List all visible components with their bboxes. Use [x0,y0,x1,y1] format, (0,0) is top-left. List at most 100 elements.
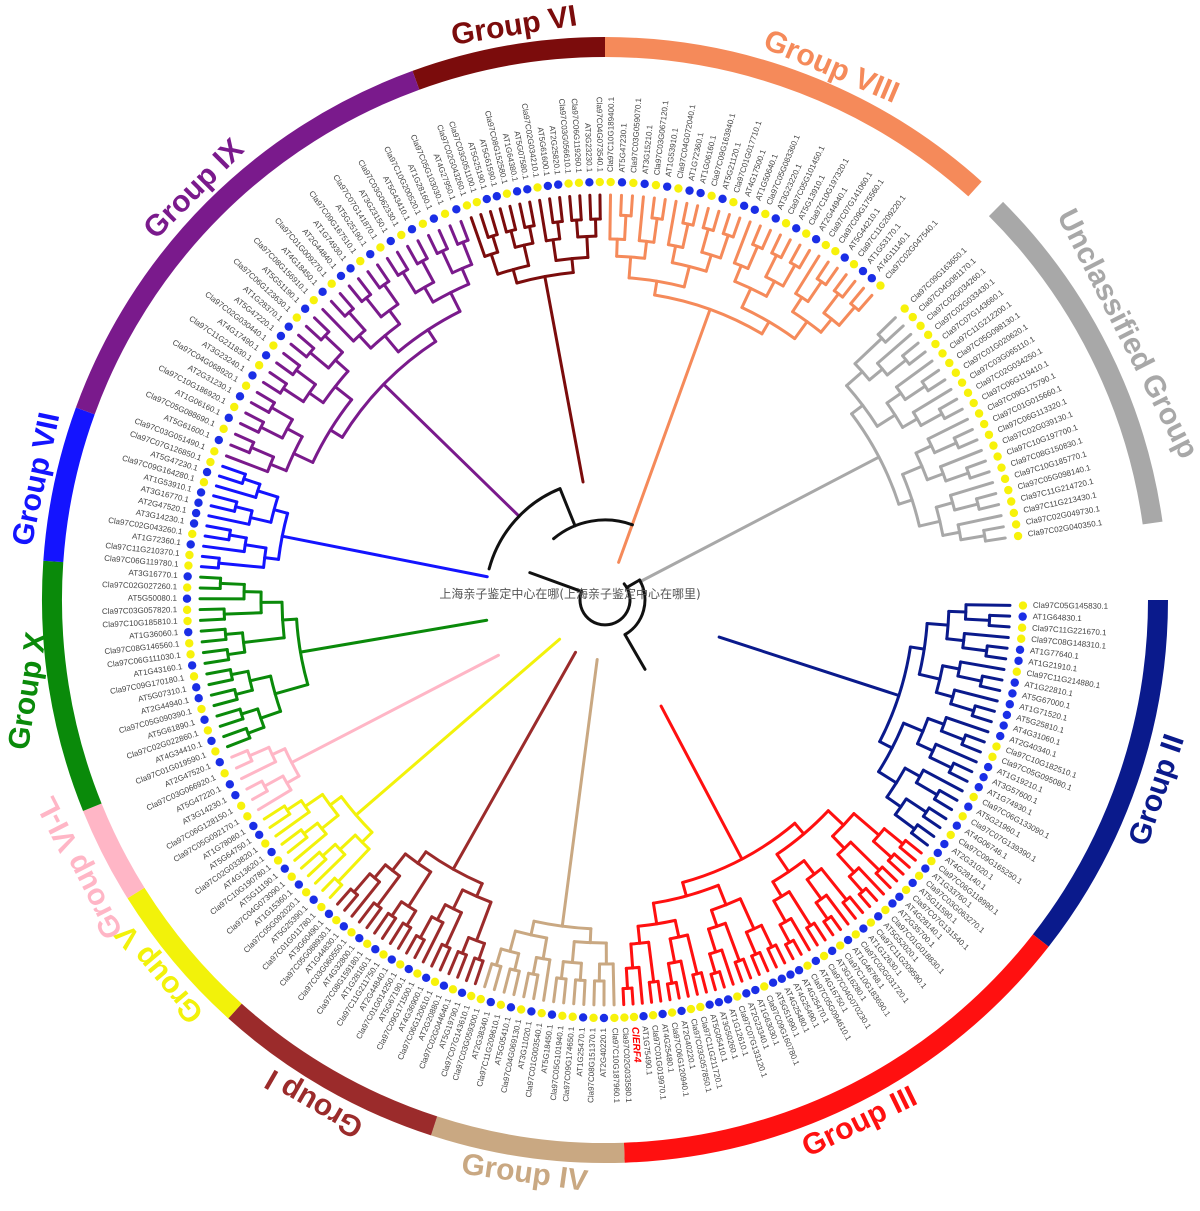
branch [548,197,555,225]
ring-II [1032,599,1168,947]
watermelon-dot [568,1012,577,1021]
branch [771,880,784,898]
tree-branches [198,193,1012,1007]
branch [960,742,982,754]
branch [903,384,927,401]
branch [893,813,917,831]
branch [926,378,947,393]
branch [681,881,688,898]
branch [910,831,929,847]
arabidopsis-dot [215,758,224,767]
species-dots [182,177,1028,1023]
watermelon-dot [448,985,458,994]
branch [721,213,731,236]
branch [396,926,413,950]
branch [857,866,886,896]
leaf-label: Cla97C10G187960.1 [610,1028,621,1104]
branch [469,216,487,258]
branch [964,603,1012,607]
branch [787,890,813,928]
arabidopsis-dot [718,194,727,204]
watermelon-dot [620,1013,629,1022]
branch [568,195,574,222]
branch [764,279,776,298]
watermelon-dot [831,247,840,256]
arabidopsis-dot [267,847,276,857]
branch [522,971,531,999]
arabidopsis-dot [705,1000,714,1009]
branch [908,645,926,651]
branch [758,951,770,973]
watermelon-dot [686,1004,696,1014]
arabidopsis-dot [952,821,962,830]
branch [733,960,744,983]
branch [847,874,865,893]
branch [665,982,672,1002]
branch [901,417,919,429]
branch [328,428,344,439]
branch [653,279,659,297]
watermelon-dot [210,447,219,456]
branch [570,940,576,965]
branch [760,320,771,336]
arabidopsis-dot [187,661,197,670]
tree-backbone [487,487,647,671]
watermelon-dot [988,752,997,762]
branch [928,755,954,770]
branch [556,220,562,241]
branch [970,714,993,724]
arabidopsis-dot [404,964,413,974]
branch [744,930,758,956]
clade-stem-VIII [617,307,712,564]
branch [650,196,656,220]
watermelon-dot [606,177,615,187]
branch [207,514,251,526]
branch [805,878,823,901]
branch [552,976,559,1004]
arabidopsis-dot [318,287,327,297]
arabidopsis-dot [1015,645,1025,654]
branch [732,220,752,265]
branch [770,233,782,255]
branch [357,334,373,350]
watermelon-dot [946,830,955,840]
arabidopsis-dot [578,1013,588,1022]
watermelon-dot [914,871,924,881]
arabidopsis-dot [1005,700,1014,709]
branch [965,459,987,470]
branch [312,316,331,334]
branch [281,617,299,622]
branch [892,852,911,869]
arabidopsis-dot [184,627,193,637]
arabidopsis-dot [840,253,849,262]
arabidopsis-dot [512,187,522,196]
arabidopsis-dot [859,924,868,933]
branch [781,263,797,288]
branch [285,799,303,812]
clade-stem-I [451,650,578,871]
watermelon-dot [558,1011,567,1021]
branch [627,255,633,280]
branch [416,239,429,261]
watermelon-dot [908,312,917,322]
branch [423,285,435,304]
watermelon-dot [610,1013,619,1023]
branch [623,214,628,242]
branch [209,688,237,697]
branch [699,971,708,994]
branch [498,207,508,234]
branch [886,859,905,876]
branch [255,390,276,405]
branch [938,448,983,469]
branch [256,489,280,499]
branch [234,505,254,513]
branch [212,697,239,708]
branch [925,472,945,482]
branch [582,978,587,1006]
arabidopsis-dot [492,192,502,201]
branch [760,228,772,251]
branch [836,853,856,874]
branch [249,401,271,414]
watermelon-dot [418,219,428,228]
branch [849,840,881,872]
